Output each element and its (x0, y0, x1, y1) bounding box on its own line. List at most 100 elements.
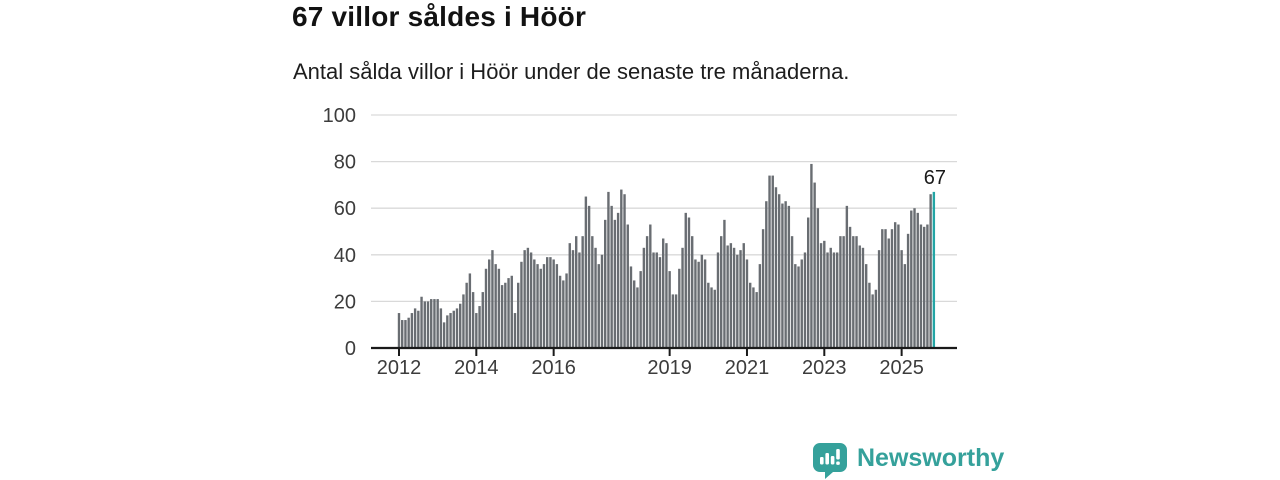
bar (893, 222, 897, 348)
bar (423, 301, 426, 348)
bar (407, 317, 410, 348)
bar (629, 266, 633, 348)
bar (513, 313, 517, 348)
bar (491, 250, 494, 348)
bar (433, 299, 436, 348)
y-axis-tick-label: 60 (334, 198, 356, 220)
bar (771, 175, 774, 348)
bar (890, 229, 894, 348)
bar (616, 212, 620, 348)
bar (500, 285, 504, 348)
bar (510, 275, 513, 348)
bar (687, 217, 691, 348)
bar (404, 320, 407, 348)
bar (536, 264, 539, 348)
bar (517, 282, 520, 348)
bar (929, 194, 932, 348)
bar (903, 264, 907, 348)
bar (678, 268, 681, 348)
bar (420, 296, 423, 348)
bar (497, 268, 501, 348)
bar (700, 254, 704, 348)
chart-title: 67 villor såldes i Höör (292, 1, 587, 32)
bar (578, 252, 581, 348)
bar (636, 287, 639, 348)
bar (401, 320, 404, 348)
bar (587, 205, 591, 348)
bar (645, 236, 649, 348)
bar (581, 236, 584, 348)
bar (694, 259, 697, 348)
x-axis-tick-label: 2023 (802, 357, 847, 379)
bar (826, 252, 829, 348)
x-axis-tick-label: 2012 (377, 357, 422, 379)
bar (568, 243, 571, 348)
bar (475, 313, 478, 348)
bar (819, 243, 823, 348)
bar (604, 219, 607, 348)
bar (529, 252, 533, 348)
bar (665, 243, 668, 348)
bar (842, 236, 845, 348)
bar (906, 233, 910, 348)
bar (823, 240, 826, 348)
bar (552, 259, 555, 348)
bar (900, 250, 903, 348)
highlight-bar (932, 191, 936, 348)
bar (681, 247, 684, 348)
bar (765, 201, 768, 348)
bar (723, 219, 726, 348)
bar (607, 191, 610, 348)
bar (874, 289, 878, 348)
bar (697, 261, 700, 348)
bar (784, 201, 787, 348)
bar (439, 308, 443, 348)
bar (465, 282, 468, 348)
highlight-value-label: 67 (924, 167, 946, 189)
bar (549, 257, 552, 348)
bar (739, 250, 742, 348)
bar (774, 187, 778, 348)
bar (887, 238, 890, 348)
mini-bar-1 (820, 457, 824, 465)
bar (897, 224, 900, 348)
bar (410, 313, 414, 348)
x-axis-tick-label: 2014 (454, 357, 499, 379)
bar (594, 247, 597, 348)
bar (449, 313, 452, 348)
bar (755, 292, 758, 348)
bar (707, 282, 710, 348)
bar (484, 268, 488, 348)
bar (620, 189, 623, 348)
bar (455, 308, 459, 348)
bar (662, 238, 665, 348)
bar (668, 271, 671, 348)
bar (797, 266, 800, 348)
bar (752, 287, 755, 348)
bar (732, 247, 736, 348)
bar (758, 264, 762, 348)
bar (748, 282, 752, 348)
bar (803, 252, 807, 348)
bar (600, 254, 604, 348)
bar (397, 313, 401, 348)
bar (649, 224, 652, 348)
bar (881, 229, 884, 348)
bar (562, 280, 565, 348)
bar (652, 252, 655, 348)
bar (810, 163, 813, 348)
bar (639, 271, 642, 348)
bar (478, 306, 481, 348)
bar (726, 245, 729, 348)
bar (729, 243, 733, 348)
bar (832, 252, 836, 348)
y-axis-tick-label: 40 (334, 245, 356, 267)
bar (507, 278, 510, 348)
bar (829, 247, 832, 348)
bar (494, 264, 497, 348)
bar (642, 247, 646, 348)
bar (481, 292, 484, 348)
exclamation-dot (836, 461, 840, 465)
